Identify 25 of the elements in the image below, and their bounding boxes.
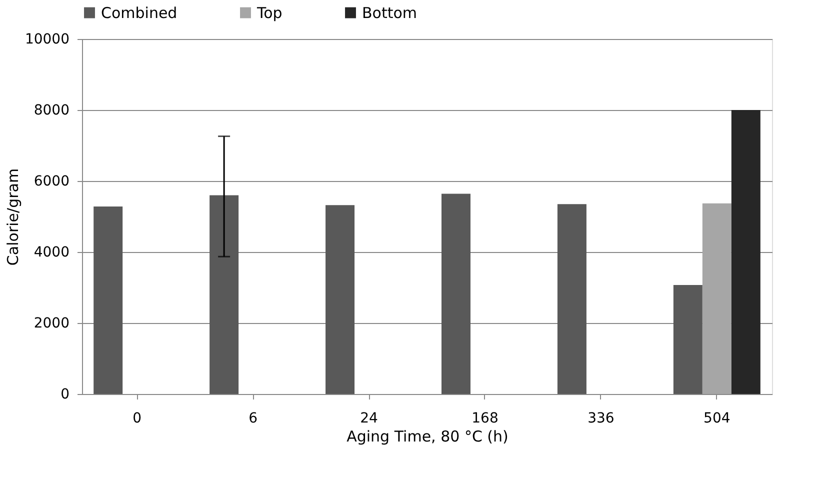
x-tick-label: 24	[360, 410, 378, 426]
x-tick-label: 504	[704, 410, 730, 426]
y-tick-label: 8000	[34, 102, 70, 118]
bar	[731, 110, 760, 394]
legend-label: Top	[256, 4, 282, 22]
bar	[673, 285, 702, 394]
y-axis-title: Calorie/gram	[4, 168, 22, 266]
x-tick-label: 336	[588, 410, 614, 426]
bar	[94, 206, 123, 394]
legend-label: Bottom	[362, 4, 418, 22]
bar	[441, 194, 470, 394]
y-tick-label: 0	[60, 386, 70, 402]
x-axis-title: Aging Time, 80 °C (h)	[346, 428, 508, 446]
bar	[557, 204, 586, 394]
bar	[702, 203, 732, 394]
bar	[326, 205, 355, 394]
y-tick-label: 4000	[34, 244, 70, 260]
legend-label: Combined	[101, 4, 178, 22]
x-tick-label: 168	[472, 410, 498, 426]
x-tick-label: 0	[132, 410, 142, 426]
y-tick-label: 2000	[34, 316, 70, 332]
bar	[210, 195, 239, 394]
y-tick-label: 6000	[34, 174, 70, 190]
x-tick-label: 6	[248, 410, 258, 426]
y-tick-label: 10000	[24, 32, 70, 48]
